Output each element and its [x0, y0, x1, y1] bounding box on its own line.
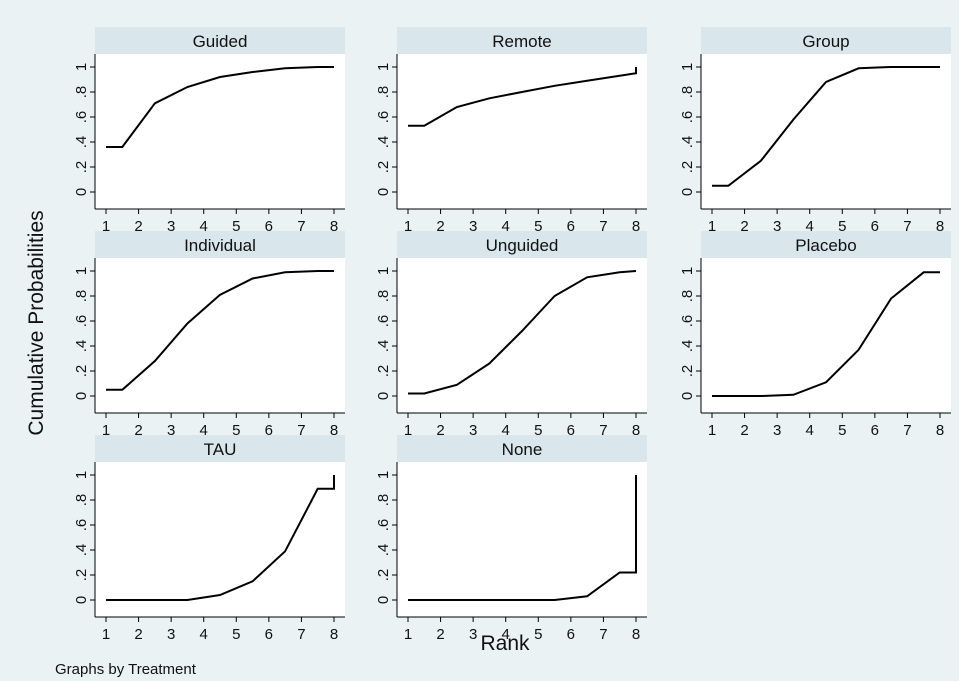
x-tick-label: 4 [200, 626, 208, 643]
y-tick-label: .2 [679, 161, 696, 174]
panel-title: Guided [193, 32, 248, 51]
x-tick-label: 6 [567, 626, 575, 643]
panel-placebo: Placebo 0 .2 .4 .6 .8 1 1 2 3 4 5 6 7 8 [679, 231, 951, 439]
x-tick-label: 8 [632, 626, 640, 643]
x-tick-label: 7 [599, 626, 607, 643]
y-tick-label: .2 [73, 161, 90, 174]
y-tick-label: .4 [375, 544, 392, 557]
panel-title: Group [802, 32, 849, 51]
panel-guided: Guided0.2.4.6.811 2 3 4 5 6 7 8 [73, 27, 345, 235]
y-tick-label: .2 [679, 365, 696, 378]
panel-title: None [502, 440, 543, 459]
panel-unguided: Unguided 0 .2 .4 .6 .8 1 1 2 3 4 5 6 7 8 [375, 231, 647, 439]
x-tick-label: 3 [773, 422, 781, 439]
panel-none: None 0 .2 .4 .6 .8 1 1 2 3 4 5 6 7 8 [375, 435, 647, 643]
x-tick-label: 6 [265, 626, 273, 643]
x-tick-label: 6 [871, 422, 879, 439]
x-tick-label: 3 [469, 626, 477, 643]
y-tick-label: 0 [375, 188, 392, 196]
y-tick-label: .2 [73, 365, 90, 378]
x-tick-label: 2 [740, 422, 748, 439]
y-tick-label: .4 [73, 544, 90, 557]
panel-title: Individual [184, 236, 256, 255]
x-tick-label: 3 [167, 626, 175, 643]
x-tick-label: 7 [903, 422, 911, 439]
x-tick-label: 5 [534, 626, 542, 643]
y-tick-label: .4 [375, 136, 392, 149]
y-tick-label: .4 [679, 340, 696, 353]
y-tick-label: .2 [73, 569, 90, 582]
y-tick-label: .4 [679, 136, 696, 149]
y-tick-label: .6 [375, 315, 392, 328]
panel-title: Placebo [795, 236, 856, 255]
panel-title: Unguided [486, 236, 559, 255]
x-tick-label: 7 [297, 626, 305, 643]
x-tick-label: 2 [436, 626, 444, 643]
plot-area [397, 462, 647, 617]
y-tick-label: 1 [679, 267, 696, 275]
plot-area [701, 54, 951, 209]
y-tick-label: .6 [679, 315, 696, 328]
y-tick-label: 1 [679, 63, 696, 71]
y-tick-label: .2 [375, 365, 392, 378]
panel-title: TAU [204, 440, 237, 459]
y-tick-label: .8 [679, 290, 696, 303]
y-tick-label: 0 [73, 188, 90, 196]
y-tick-label: .8 [375, 494, 392, 507]
x-tick-label: 8 [330, 626, 338, 643]
x-tick-label: 5 [232, 626, 240, 643]
panel-title: Remote [492, 32, 552, 51]
y-axis-title: Cumulative Probabilities [25, 210, 48, 435]
panels-group: Guided 0 .2 .4 .6 .8 1 1 2 3 4 5 6 7 8 Remote 0 .2 .4 .6 .8 1… [73, 27, 951, 643]
y-tick-label: .2 [375, 161, 392, 174]
y-tick-label: 0 [73, 596, 90, 604]
x-tick-label: 1 [404, 626, 412, 643]
y-tick-label: .8 [679, 86, 696, 99]
x-tick-label: 2 [134, 626, 142, 643]
x-tick-label: 8 [936, 422, 944, 439]
y-tick-label: .8 [73, 290, 90, 303]
y-tick-label: 1 [375, 267, 392, 275]
y-tick-label: .8 [73, 86, 90, 99]
x-tick-label: 5 [838, 422, 846, 439]
panel-individual: Individual 0 .2 .4 .6 .8 1 1 2 3 4 5 6 7 8 [73, 231, 345, 439]
y-tick-label: 1 [375, 471, 392, 479]
y-tick-label: .6 [73, 519, 90, 532]
y-tick-label: .2 [375, 569, 392, 582]
plot-area [95, 462, 345, 617]
panel-tau: TAU 0 .2 .4 .6 .8 1 1 2 3 4 5 6 7 8 [73, 435, 345, 643]
y-tick-label: 1 [73, 471, 90, 479]
x-axis-title: Rank [480, 632, 530, 655]
y-tick-label: 1 [73, 63, 90, 71]
y-tick-label: 0 [679, 392, 696, 400]
graphs-by-note: Graphs by Treatment [55, 661, 197, 678]
y-tick-label: 1 [375, 63, 392, 71]
x-tick-label: 1 [102, 626, 110, 643]
y-tick-label: .8 [375, 290, 392, 303]
y-tick-label: 0 [679, 188, 696, 196]
x-tick-label: 4 [806, 422, 814, 439]
plot-area [95, 258, 345, 413]
y-tick-label: 0 [375, 392, 392, 400]
panel-remote: Remote 0 .2 .4 .6 .8 1 1 2 3 4 5 6 7 8 [375, 27, 647, 235]
y-tick-label: .6 [375, 111, 392, 124]
y-tick-label: .8 [375, 86, 392, 99]
y-tick-label: .8 [73, 494, 90, 507]
y-tick-label: 0 [73, 392, 90, 400]
panel-group: Group 0 .2 .4 .6 .8 1 1 2 3 4 5 6 7 8 [679, 27, 951, 235]
x-tick-label: 1 [708, 422, 716, 439]
y-tick-label: .4 [73, 136, 90, 149]
y-tick-label: .6 [375, 519, 392, 532]
y-tick-label: .4 [73, 340, 90, 353]
y-tick-label: .4 [375, 340, 392, 353]
y-tick-label: .6 [73, 315, 90, 328]
y-tick-label: .6 [73, 111, 90, 124]
y-tick-label: 0 [375, 596, 392, 604]
y-tick-label: .6 [679, 111, 696, 124]
y-tick-label: 1 [73, 267, 90, 275]
